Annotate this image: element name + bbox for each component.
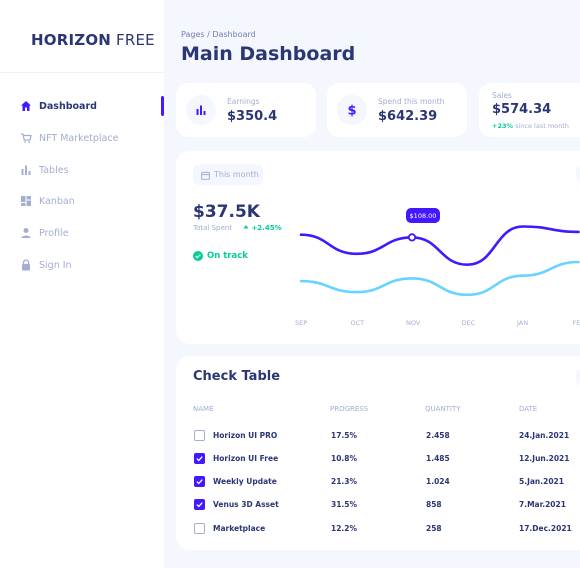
row-name: Marketplace [213, 524, 266, 533]
bar-chart-icon [186, 95, 216, 125]
dashboard-grid-icon [20, 195, 32, 207]
chart-tooltip: $108.00 [406, 208, 440, 223]
check-icon [196, 456, 203, 462]
row-name: Horizon UI PRO [213, 431, 278, 440]
series-line-1 [299, 225, 580, 267]
check-table-card [176, 356, 580, 550]
breadcrumb[interactable]: Pages / Dashboard [181, 30, 256, 39]
table-title: Check Table [193, 369, 281, 384]
row-date: 12.Jun.2021 [519, 454, 570, 463]
column-header-quantity[interactable]: QUANTITY [425, 405, 461, 413]
column-header-progress[interactable]: PROGRESS [330, 405, 369, 413]
lock-icon [20, 259, 32, 271]
x-tick-label: OCT [350, 319, 365, 327]
status-badge: On track [193, 246, 248, 265]
check-circle-icon [193, 246, 203, 265]
row-name: Venus 3D Asset [213, 500, 279, 509]
brand-logo[interactable]: HORIZON FREE [31, 31, 155, 49]
svg-text:$: $ [347, 104, 356, 118]
sidebar: HORIZON FREE Dashboard NFT Marketplace T… [0, 0, 164, 568]
x-tick-label: FEB [572, 319, 580, 327]
spend-card: $ Spend this month $642.39 [327, 83, 467, 137]
x-tick-label: NOV [406, 319, 421, 327]
row-date: 5.Jan.2021 [519, 477, 564, 486]
sidebar-item-label: Kanban [39, 195, 75, 207]
sidebar-item-nft-marketplace[interactable]: NFT Marketplace [20, 128, 164, 148]
row-progress: 31.5% [331, 500, 358, 509]
check-icon [196, 502, 203, 508]
row-name: Horizon UI Free [213, 454, 279, 463]
stat-value: $642.39 [378, 109, 438, 124]
row-quantity: 1.024 [426, 477, 450, 486]
sidebar-item-label: Dashboard [39, 100, 97, 112]
active-indicator [161, 96, 164, 116]
row-progress: 21.3% [331, 477, 358, 486]
table-options-button[interactable] [576, 369, 580, 385]
stat-label: Sales [492, 91, 512, 100]
status-label: On track [207, 250, 248, 261]
sales-card: Sales $574.34 +23% since last month [479, 83, 580, 137]
stat-value: $350.4 [227, 109, 278, 124]
total-spent-label: Total Spent [193, 224, 232, 232]
x-tick-label: SEP [295, 319, 308, 327]
row-quantity: 858 [426, 500, 442, 509]
row-quantity: 2.458 [426, 431, 450, 440]
row-quantity: 258 [426, 524, 442, 533]
row-checkbox[interactable] [194, 476, 205, 487]
row-date: 24.Jan.2021 [519, 431, 570, 440]
stat-label: Earnings [227, 97, 260, 106]
row-date: 7.Mar.2021 [519, 500, 566, 509]
sidebar-item-label: Profile [39, 227, 69, 239]
line-chart [299, 225, 580, 297]
sidebar-item-label: Tables [39, 164, 69, 176]
person-icon [20, 227, 32, 239]
period-button-label: This month [214, 170, 259, 179]
row-checkbox[interactable] [194, 523, 205, 534]
sidebar-item-profile[interactable]: Profile [20, 223, 164, 243]
row-progress: 10.8% [331, 454, 358, 463]
dollar-icon: $ [337, 95, 367, 125]
column-header-date[interactable]: DATE [519, 405, 538, 413]
sidebar-item-sign-in[interactable]: Sign In [20, 255, 164, 275]
arrow-up-icon [243, 224, 249, 232]
series-line-2 [299, 260, 580, 297]
row-checkbox[interactable] [194, 430, 205, 441]
sidebar-item-label: NFT Marketplace [39, 132, 119, 144]
earnings-card: Earnings $350.4 [176, 83, 316, 137]
cart-icon [20, 132, 32, 144]
stat-change: +23% since last month [492, 122, 569, 130]
sidebar-item-dashboard[interactable]: Dashboard [20, 96, 164, 116]
row-checkbox[interactable] [194, 499, 205, 510]
change-suffix: since last month [513, 122, 569, 130]
sidebar-item-kanban[interactable]: Kanban [20, 191, 164, 211]
x-tick-label: DEC [461, 319, 476, 327]
stat-value: $574.34 [492, 102, 552, 117]
sidebar-divider [0, 72, 164, 73]
calendar-icon [201, 165, 210, 184]
stat-label: Spend this month [378, 97, 445, 106]
sidebar-item-label: Sign In [39, 259, 72, 271]
chart-options-button[interactable] [576, 166, 580, 182]
bar-chart-icon [20, 164, 32, 176]
brand-logo-bold: HORIZON [31, 31, 112, 49]
brand-logo-light: FREE [111, 31, 155, 49]
column-header-name[interactable]: NAME [193, 405, 214, 413]
row-date: 17.Dec.2021 [519, 524, 572, 533]
row-checkbox[interactable] [194, 453, 205, 464]
row-quantity: 1.485 [426, 454, 450, 463]
total-spent-value: $37.5K [193, 202, 260, 222]
page-title: Main Dashboard [181, 43, 356, 65]
x-tick-label: JAN [517, 319, 529, 327]
total-spent-change: +2.45% [243, 224, 282, 232]
row-progress: 17.5% [331, 431, 358, 440]
row-name: Weekly Update [213, 477, 277, 486]
row-progress: 12.2% [331, 524, 358, 533]
home-icon [20, 100, 32, 112]
period-button[interactable]: This month [193, 164, 263, 185]
data-point-marker[interactable] [407, 233, 417, 242]
sidebar-item-tables[interactable]: Tables [20, 160, 164, 180]
change-value: +23% [492, 122, 514, 130]
change-value: +2.45% [251, 224, 282, 232]
check-icon [196, 479, 203, 485]
